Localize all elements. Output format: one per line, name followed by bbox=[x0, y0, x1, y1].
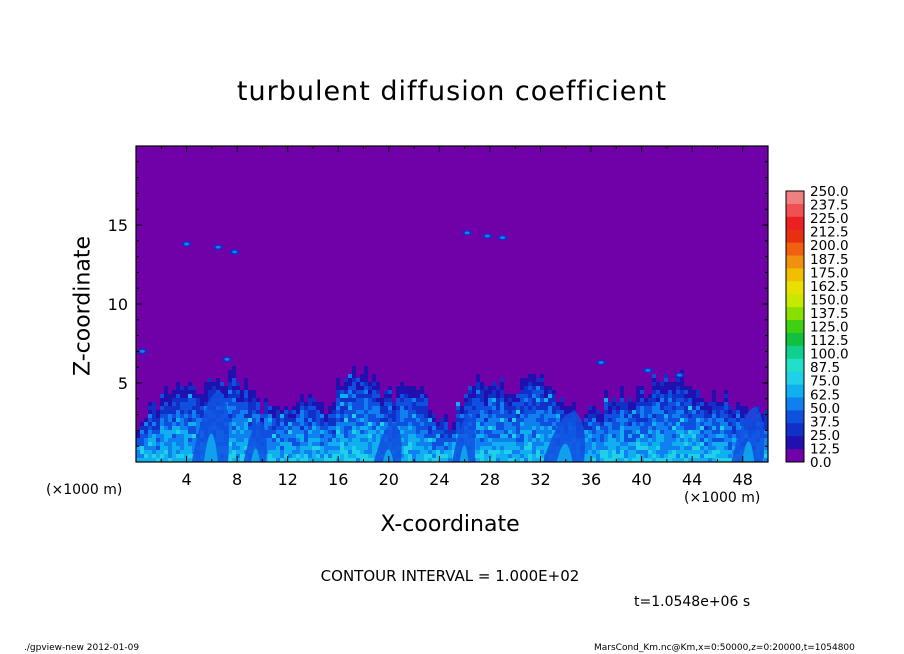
colorbar-swatch bbox=[786, 384, 804, 398]
x-tick-label: 4 bbox=[181, 470, 191, 489]
colorbar-label: 225.0 bbox=[810, 211, 849, 227]
chart-title: turbulent diffusion coefficient bbox=[236, 76, 668, 107]
footer-right: MarsCond_Km.nc@Km,x=0:50000,z=0:20000,t=… bbox=[594, 643, 855, 653]
colorbar-label: 150.0 bbox=[810, 292, 849, 308]
y-tick-label: 10 bbox=[108, 295, 128, 314]
colorbar-swatch bbox=[786, 242, 804, 256]
colorbar-swatch bbox=[786, 449, 804, 463]
x-tick-label: 40 bbox=[631, 470, 651, 489]
colorbar-label: 187.5 bbox=[810, 252, 849, 268]
colorbar-label: 25.0 bbox=[810, 428, 840, 444]
x-tick-label: 32 bbox=[530, 470, 550, 489]
colorbar-swatch bbox=[786, 281, 804, 295]
x-tick-label: 28 bbox=[480, 470, 500, 489]
colorbar-swatch bbox=[786, 255, 804, 269]
colorbar-label: 125.0 bbox=[810, 320, 849, 336]
colorbar-label: 62.5 bbox=[810, 387, 840, 403]
y-tick-label: 5 bbox=[118, 374, 128, 393]
footer-left: ./gpview-new 2012-01-09 bbox=[24, 643, 140, 653]
colorbar-swatch bbox=[786, 268, 804, 282]
y-tick-label: 15 bbox=[108, 216, 128, 235]
colorbar-label: 75.0 bbox=[810, 374, 840, 390]
colorbar-label: 37.5 bbox=[810, 414, 840, 430]
colorbar-swatch bbox=[786, 320, 804, 334]
colorbar-label: 0.0 bbox=[810, 455, 831, 471]
colorbar-swatch bbox=[786, 191, 804, 205]
colorbar-label: 100.0 bbox=[810, 347, 849, 363]
colorbar-label: 175.0 bbox=[810, 265, 849, 281]
contour-interval: CONTOUR INTERVAL = 1.000E+02 bbox=[320, 567, 580, 585]
colorbar-swatch bbox=[786, 216, 804, 231]
colorbar-swatch bbox=[786, 371, 804, 385]
x-axis-label: X-coordinate bbox=[380, 512, 520, 537]
colorbar-label: 12.5 bbox=[810, 441, 840, 457]
colorbar-swatch bbox=[786, 436, 804, 450]
x-tick-label: 20 bbox=[379, 470, 399, 489]
colorbar-swatch bbox=[786, 410, 804, 424]
x-tick-label: 16 bbox=[328, 470, 348, 489]
colorbar-swatch bbox=[786, 294, 804, 308]
colorbar-swatch bbox=[786, 307, 804, 321]
colorbar-label: 87.5 bbox=[810, 360, 840, 376]
y-axis-label: Z-coordinate bbox=[70, 236, 96, 376]
x-tick-label: 48 bbox=[733, 470, 753, 489]
x-tick-label: 24 bbox=[429, 470, 449, 489]
x-unit-left: (×1000 m) bbox=[46, 482, 123, 498]
colorbar-frame bbox=[785, 190, 805, 463]
colorbar-swatch bbox=[786, 423, 804, 437]
x-tick-label: 8 bbox=[232, 470, 242, 489]
x-tick-label: 44 bbox=[682, 470, 702, 489]
x-unit-right: (×1000 m) bbox=[684, 490, 761, 506]
colorbar-swatch bbox=[786, 332, 804, 347]
time-label: t=1.0548e+06 s bbox=[634, 594, 751, 610]
colorbar-swatch bbox=[786, 345, 804, 360]
colorbar-label: 137.5 bbox=[810, 306, 849, 322]
colorbar-label: 237.5 bbox=[810, 198, 849, 214]
colorbar-swatch bbox=[786, 229, 804, 244]
colorbar-label: 112.5 bbox=[810, 333, 849, 349]
colorbar-label: 162.5 bbox=[810, 279, 849, 295]
x-tick-label: 36 bbox=[581, 470, 601, 489]
colorbar-swatch bbox=[786, 358, 804, 373]
colorbar-label: 200.0 bbox=[810, 238, 849, 254]
x-tick-label: 12 bbox=[278, 470, 298, 489]
colorbar-label: 250.0 bbox=[810, 184, 849, 200]
colorbar-swatch bbox=[786, 397, 804, 411]
colorbar-label: 212.5 bbox=[810, 225, 849, 241]
colorbar-swatch bbox=[786, 203, 804, 218]
colorbar-label: 50.0 bbox=[810, 401, 840, 417]
heatmap-field bbox=[136, 146, 768, 462]
